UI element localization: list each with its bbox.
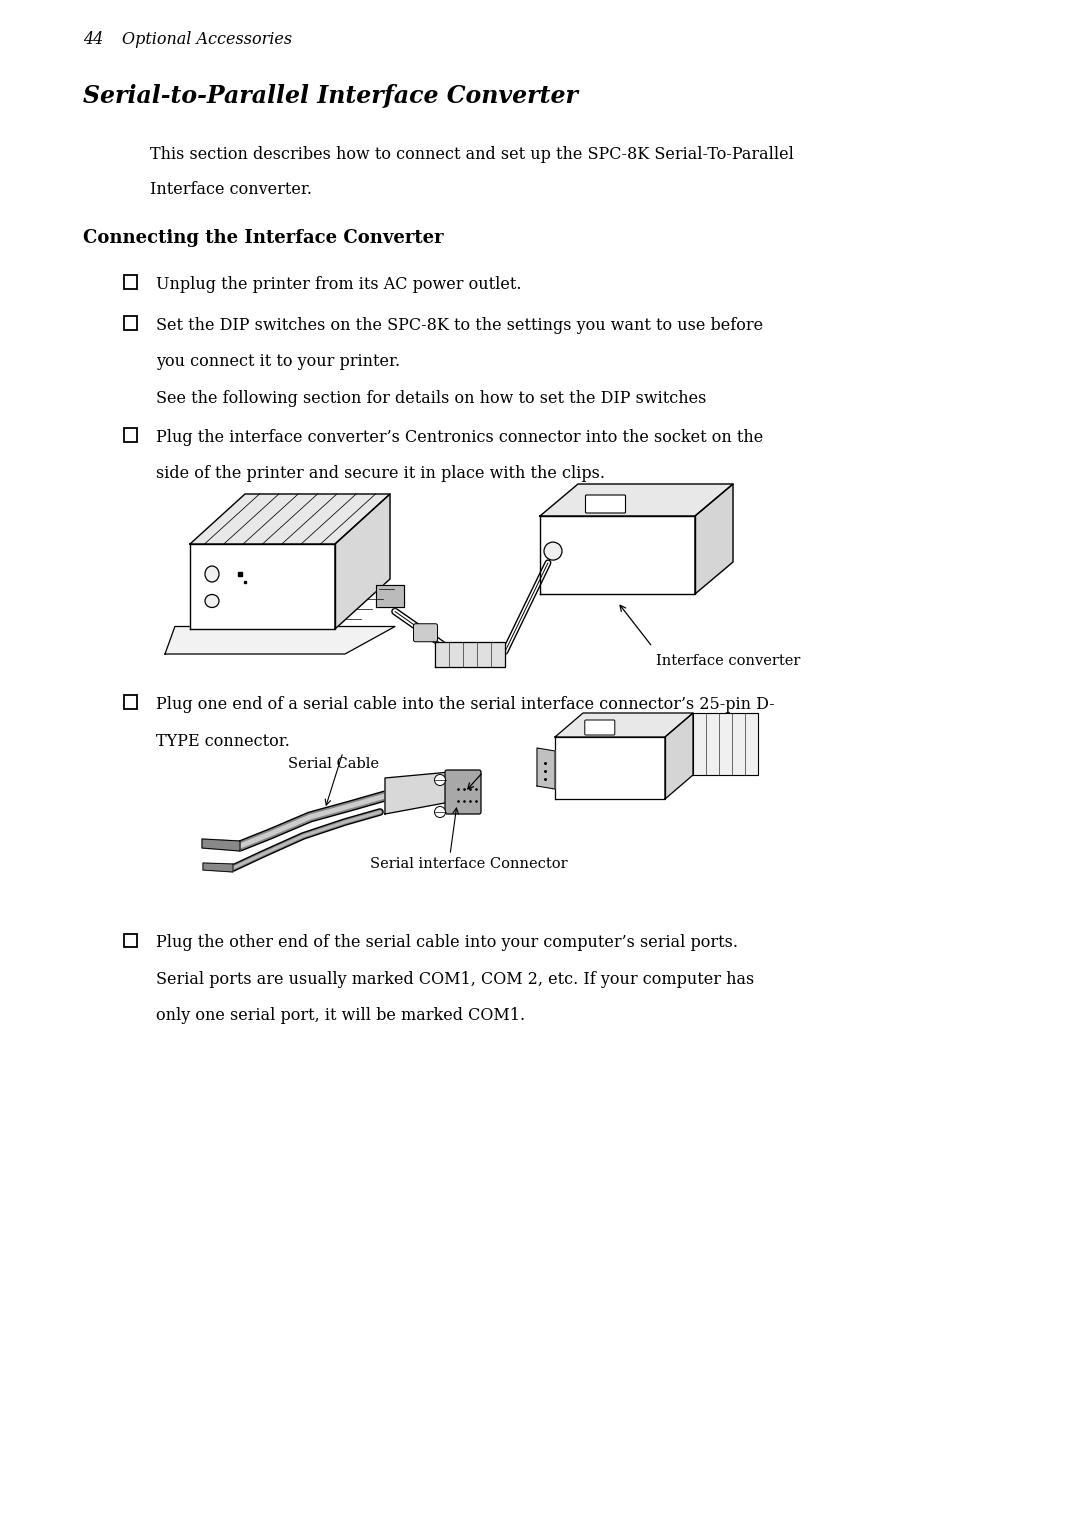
Text: See the following section for details on how to set the DIP switches: See the following section for details on… (156, 390, 706, 407)
Text: Interface converter: Interface converter (656, 654, 800, 668)
FancyBboxPatch shape (584, 720, 615, 735)
Text: Plug the interface converter’s Centronics connector into the socket on the: Plug the interface converter’s Centronic… (156, 430, 764, 446)
Polygon shape (165, 627, 395, 654)
Text: TYPE connector.: TYPE connector. (156, 732, 289, 749)
Ellipse shape (205, 595, 219, 607)
Polygon shape (696, 485, 733, 593)
Bar (123, 934, 136, 946)
Text: Serial interface Connector: Serial interface Connector (370, 856, 568, 872)
Polygon shape (203, 862, 233, 872)
Bar (123, 428, 136, 442)
Polygon shape (540, 515, 696, 593)
Text: 44: 44 (83, 31, 104, 47)
Text: This section describes how to connect and set up the SPC-8K Serial-To-Parallel: This section describes how to connect an… (150, 145, 794, 164)
Text: Set the DIP switches on the SPC-8K to the settings you want to use before: Set the DIP switches on the SPC-8K to th… (156, 317, 764, 333)
Circle shape (544, 543, 562, 560)
Polygon shape (190, 544, 335, 628)
Polygon shape (693, 713, 758, 775)
Text: Plug the other end of the serial cable into your computer’s serial ports.: Plug the other end of the serial cable i… (156, 934, 738, 951)
Text: you connect it to your printer.: you connect it to your printer. (156, 353, 400, 370)
Circle shape (434, 775, 446, 786)
Text: Serial Cable: Serial Cable (288, 757, 379, 771)
FancyBboxPatch shape (585, 495, 625, 514)
Polygon shape (540, 485, 733, 515)
Polygon shape (555, 713, 693, 737)
Circle shape (434, 806, 446, 818)
Polygon shape (537, 748, 555, 789)
Text: Optional Accessories: Optional Accessories (122, 31, 292, 47)
Polygon shape (555, 737, 665, 800)
FancyBboxPatch shape (445, 771, 481, 813)
Text: Plug one end of a serial cable into the serial interface connector’s 25-pin D-: Plug one end of a serial cable into the … (156, 696, 774, 713)
Bar (123, 317, 136, 330)
Text: Serial-to-Parallel Interface Converter: Serial-to-Parallel Interface Converter (83, 84, 578, 109)
Polygon shape (190, 494, 390, 544)
Polygon shape (202, 839, 240, 852)
Text: Serial ports are usually marked COM1, COM 2, etc. If your computer has: Serial ports are usually marked COM1, CO… (156, 971, 754, 988)
Bar (123, 275, 136, 289)
Polygon shape (435, 642, 505, 667)
Polygon shape (665, 713, 693, 800)
Ellipse shape (205, 566, 219, 583)
Polygon shape (384, 772, 450, 813)
FancyBboxPatch shape (414, 624, 437, 642)
Polygon shape (335, 494, 390, 628)
Polygon shape (376, 584, 404, 607)
Bar (123, 696, 136, 708)
Text: Connecting the Interface Converter: Connecting the Interface Converter (83, 229, 444, 248)
Text: side of the printer and secure it in place with the clips.: side of the printer and secure it in pla… (156, 465, 605, 483)
Text: Interface converter.: Interface converter. (150, 180, 312, 197)
Text: only one serial port, it will be marked COM1.: only one serial port, it will be marked … (156, 1008, 525, 1024)
Text: Unplug the printer from its AC power outlet.: Unplug the printer from its AC power out… (156, 277, 522, 294)
